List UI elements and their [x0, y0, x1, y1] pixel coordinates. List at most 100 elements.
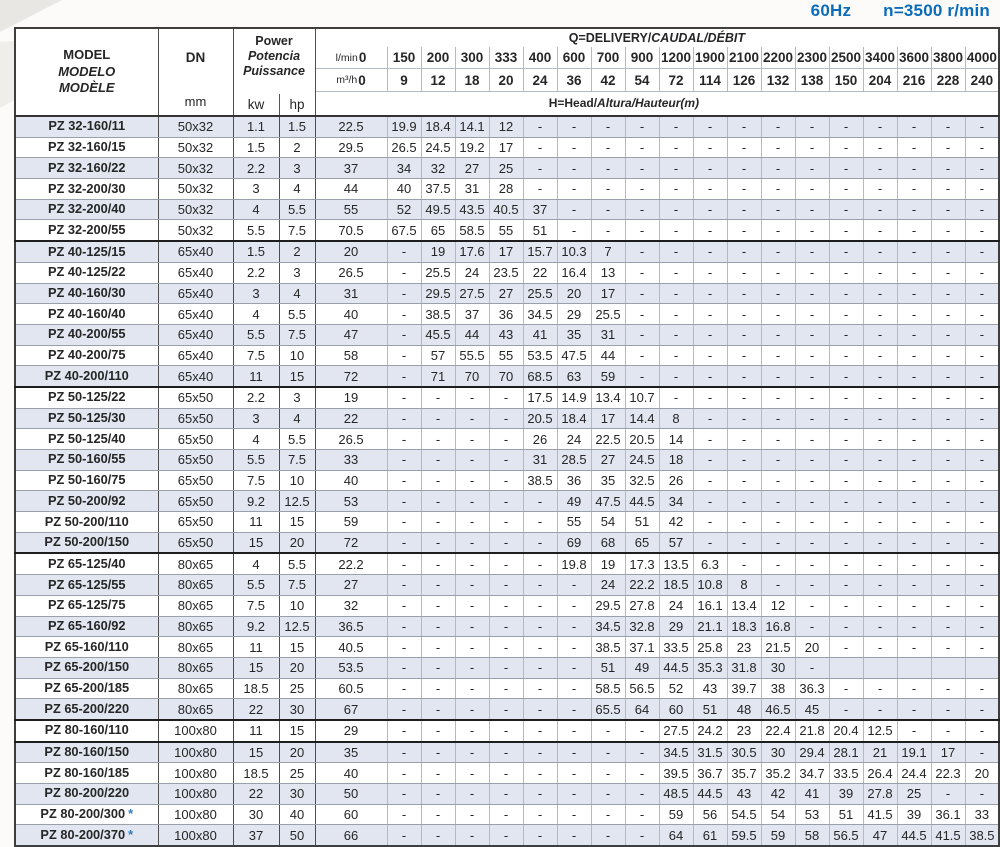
- head-value-cell: 46.5: [760, 698, 796, 721]
- head-value-cell: 34: [386, 157, 422, 180]
- head-value-cell: 56.5: [624, 678, 660, 700]
- head-value-cell: 24: [590, 574, 626, 596]
- head-value-cell: 22.5: [315, 116, 388, 138]
- frequency-label: 60Hz: [810, 1, 852, 20]
- head-value-cell: -: [420, 511, 456, 533]
- head-value-cell: -: [658, 262, 694, 284]
- dn-label: DN: [185, 49, 206, 65]
- head-value-cell: -: [726, 262, 762, 284]
- head-value-cell: -: [964, 137, 1000, 159]
- head-value-cell: -: [760, 365, 796, 388]
- head-value-cell: -: [556, 116, 592, 138]
- head-value-cell: -: [488, 386, 524, 409]
- head-value-cell: -: [794, 219, 830, 243]
- head-value-cell: -: [556, 636, 592, 658]
- head-value-cell: 24.5: [420, 137, 456, 159]
- head-value-cell: -: [624, 345, 660, 367]
- model-cell: PZ 80-160/150: [15, 741, 159, 764]
- head-value-cell: 17.3: [624, 553, 660, 576]
- head-value-cell: -: [828, 678, 864, 700]
- table-row: PZ 40-200/75 65x40 7.5 10 58-57 55.5 55 53.5 47.…: [15, 345, 1000, 367]
- kw-cell: 4: [233, 199, 280, 221]
- head-value-cell: -: [624, 804, 660, 826]
- head-value-cell: -: [386, 386, 422, 409]
- hp-cell: 3: [279, 386, 316, 409]
- head-value-cell: -: [522, 532, 558, 555]
- hp-cell: 50: [279, 824, 316, 847]
- head-value-cell: -: [590, 137, 626, 159]
- head-value-cell: -: [794, 283, 830, 305]
- table-body: PZ 32-160/11 50x32 1.1 1.5 22.5 19.9 18.4 14.1 1…: [15, 116, 1000, 847]
- head-value-cell: -: [964, 324, 1000, 346]
- head-value-cell: 32.8: [624, 616, 660, 638]
- hp-cell: 15: [279, 636, 316, 658]
- head-value-cell: -: [726, 470, 762, 492]
- head-value-cell: -: [692, 262, 728, 284]
- head-value-cell: -: [794, 241, 830, 263]
- model-name: PZ 80-200/300: [40, 806, 126, 822]
- speed-label: n=3500 r/min: [883, 1, 990, 20]
- hp-cell: 10: [279, 595, 316, 617]
- head-value-cell: -: [930, 636, 966, 658]
- head-value-cell: 72: [315, 532, 388, 555]
- head-value-cell: -: [386, 324, 422, 346]
- model-cell: PZ 50-200/110: [15, 511, 159, 533]
- head-value-cell: -: [794, 616, 830, 638]
- head-value-cell: -: [964, 241, 1000, 263]
- head-value-cell: -: [760, 157, 796, 180]
- model-label-es: MODELO: [58, 63, 116, 79]
- table-row: PZ 40-125/15 65x40 1.5 2 20-19 17.6 17 15.7 10.3…: [15, 241, 1000, 263]
- model-cell: PZ 50-125/22: [15, 386, 159, 409]
- head-value-cell: -: [862, 698, 898, 721]
- head-value-cell: 38.5: [964, 824, 1000, 847]
- head-value-cell: 26: [658, 470, 694, 492]
- table-row: PZ 32-160/11 50x32 1.1 1.5 22.5 19.9 18.4 14.1 1…: [15, 116, 1000, 138]
- head-value-cell: -: [556, 657, 592, 679]
- flow-value-cell: 2100: [726, 47, 762, 70]
- table-row: PZ 32-200/30 50x32 3 4 44 40 37.5 31 28- - - - - - - - -…: [15, 178, 1000, 200]
- hp-cell: 20: [279, 657, 316, 679]
- head-value-cell: -: [828, 449, 864, 471]
- model-name: PZ 40-125/15: [47, 243, 126, 259]
- head-value-cell: -: [964, 574, 1000, 596]
- head-value-cell: 49.5: [420, 199, 456, 221]
- head-value-cell: -: [556, 824, 592, 847]
- power-label-en: Power: [255, 34, 293, 48]
- dn-cell: 65x40: [158, 324, 234, 346]
- table-row: PZ 32-160/22 50x32 2.2 3 37 34 32 27 25- - - - - - - - -…: [15, 157, 1000, 180]
- head-value-cell: 24: [658, 595, 694, 617]
- head-value-cell: -: [420, 678, 456, 700]
- head-value-cell: 29.4: [794, 741, 830, 764]
- dn-cell: 80x65: [158, 698, 234, 721]
- head-value-cell: 50: [315, 783, 388, 805]
- head-value-cell: 54.5: [726, 804, 762, 826]
- head-value-cell: -: [386, 741, 422, 764]
- head-value-cell: 10.3: [556, 241, 592, 263]
- head-value-cell: 19.8: [556, 553, 592, 576]
- head-value-cell: -: [726, 241, 762, 263]
- head-value-cell: -: [896, 574, 932, 596]
- head-value-cell: 44: [315, 178, 388, 200]
- flow-value-cell: 216: [896, 68, 932, 92]
- head-value-cell: -: [658, 345, 694, 367]
- head-value-cell: -: [794, 386, 830, 409]
- head-value-cell: -: [488, 804, 524, 826]
- head-value-cell: -: [862, 199, 898, 221]
- head-value-cell: 27: [488, 283, 524, 305]
- model-name: PZ 50-160/55: [47, 451, 126, 467]
- head-value-cell: 48: [726, 698, 762, 721]
- head-value-cell: -: [828, 241, 864, 263]
- head-value-cell: -: [386, 241, 422, 263]
- head-value-cell: -: [930, 532, 966, 555]
- model-cell: PZ 40-160/30: [15, 283, 159, 305]
- kw-cell: 7.5: [233, 470, 280, 492]
- head-value-cell: 36.7: [692, 762, 728, 784]
- head-value-cell: -: [590, 762, 626, 784]
- hp-cell: 20: [279, 741, 316, 764]
- head-value-cell: 57: [658, 532, 694, 555]
- head-value-cell: -: [658, 324, 694, 346]
- head-value-cell: 70: [488, 365, 524, 388]
- model-cell: PZ 65-125/40: [15, 553, 159, 576]
- head-value-cell: -: [964, 199, 1000, 221]
- head-value-cell: -: [488, 428, 524, 450]
